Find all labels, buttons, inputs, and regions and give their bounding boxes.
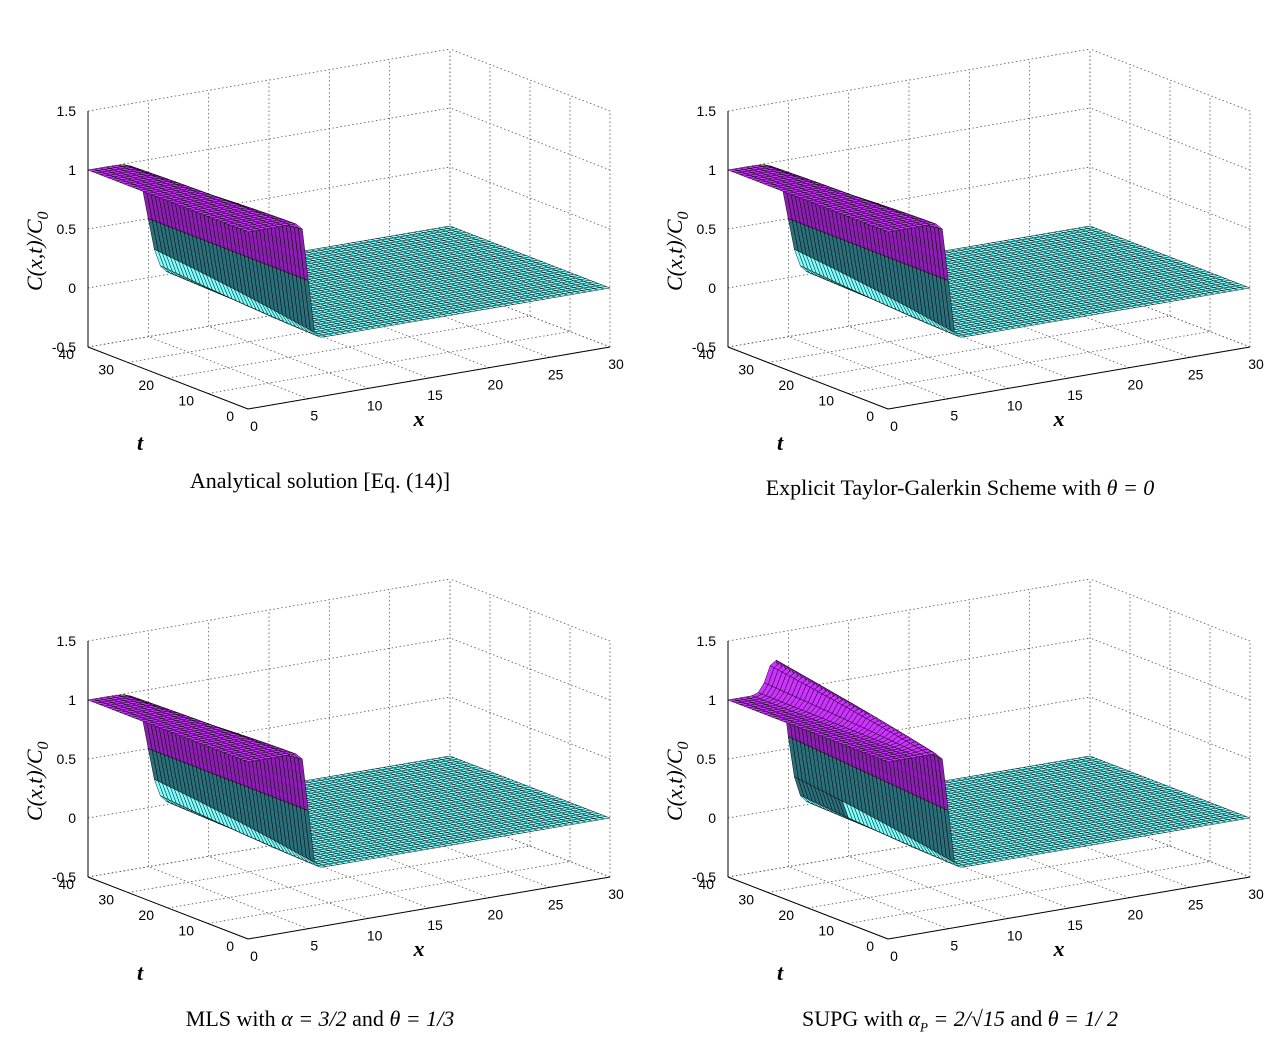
gridline <box>88 49 450 111</box>
z-tick-label: 0.5 <box>697 221 717 237</box>
surface-plot-analytical: 051015202530010203040-0.500.511.5xtC(x,t… <box>0 0 640 470</box>
caption-taylor-galerkin: Explicit Taylor-Galerkin Scheme with θ =… <box>640 475 1280 501</box>
x-tick-label: 25 <box>548 366 564 382</box>
t-axis-label: t <box>777 430 784 455</box>
z-axis-label: C(x,t)/C0 <box>22 212 52 292</box>
caption-analytical: Analytical solution [Eq. (14)] <box>0 468 640 494</box>
x-tick-label: 20 <box>488 377 504 393</box>
gridline <box>208 332 570 394</box>
t-tick-label: 0 <box>866 408 874 424</box>
z-tick-label: 1 <box>68 162 76 178</box>
x-tick-label: 20 <box>1128 377 1144 393</box>
t-axis-line <box>88 877 248 939</box>
z-tick-label: 0 <box>708 280 716 296</box>
gridline <box>1090 49 1250 111</box>
z-tick-label: 0 <box>68 280 76 296</box>
z-tick-label: 1.5 <box>57 103 77 119</box>
t-tick-label: 20 <box>778 377 794 393</box>
t-tick-label: 0 <box>226 408 234 424</box>
z-tick-label: -0.5 <box>52 339 76 355</box>
surface-plot-mls: 051015202530010203040-0.500.511.5xtC(x,t… <box>0 530 640 1000</box>
gridline <box>848 332 1210 394</box>
x-tick-label: 30 <box>1248 356 1264 372</box>
caption-text: Explicit Taylor-Galerkin Scheme with <box>766 475 1101 500</box>
surface-plot-taylor-galerkin: 051015202530010203040-0.500.511.5xtC(x,t… <box>640 0 1280 470</box>
x-tick-label: 0 <box>890 418 898 434</box>
gridline <box>849 326 1009 388</box>
gridline <box>209 856 369 918</box>
gridline <box>209 326 369 388</box>
z-tick-label: 1.5 <box>697 103 717 119</box>
surface <box>88 165 610 338</box>
x-tick-label: 15 <box>427 387 443 403</box>
x-tick-label: 10 <box>367 397 383 413</box>
gridline <box>208 862 570 924</box>
x-tick-label: 5 <box>310 408 318 424</box>
gridline <box>450 579 610 641</box>
z-axis-label: C(x,t)/C0 <box>662 212 692 292</box>
x-tick-label: 30 <box>608 356 624 372</box>
x-tick-label: 10 <box>1007 397 1023 413</box>
gridline <box>728 49 1090 111</box>
t-axis-line <box>88 347 248 409</box>
t-axis-line <box>728 347 888 409</box>
t-tick-label: 30 <box>738 362 754 378</box>
x-tick-label: 5 <box>950 408 958 424</box>
gridline <box>88 579 450 641</box>
x-axis-label: x <box>413 406 425 431</box>
x-axis-label: x <box>1053 406 1065 431</box>
surface <box>88 695 610 868</box>
t-tick-label: 10 <box>818 393 834 409</box>
t-tick-label: 30 <box>98 362 114 378</box>
x-tick-label: 0 <box>250 418 258 434</box>
gridline <box>450 49 610 111</box>
t-axis-label: t <box>137 430 144 455</box>
t-tick-label: 20 <box>138 377 154 393</box>
z-tick-label: 1 <box>708 162 716 178</box>
z-tick-label: 0.5 <box>57 221 77 237</box>
t-tick-label: 10 <box>178 393 194 409</box>
x-tick-label: 25 <box>1188 366 1204 382</box>
x-tick-label: 15 <box>1067 387 1083 403</box>
caption-math: θ = 0 <box>1107 475 1155 500</box>
surface <box>728 165 1250 338</box>
z-tick-label: -0.5 <box>692 339 716 355</box>
